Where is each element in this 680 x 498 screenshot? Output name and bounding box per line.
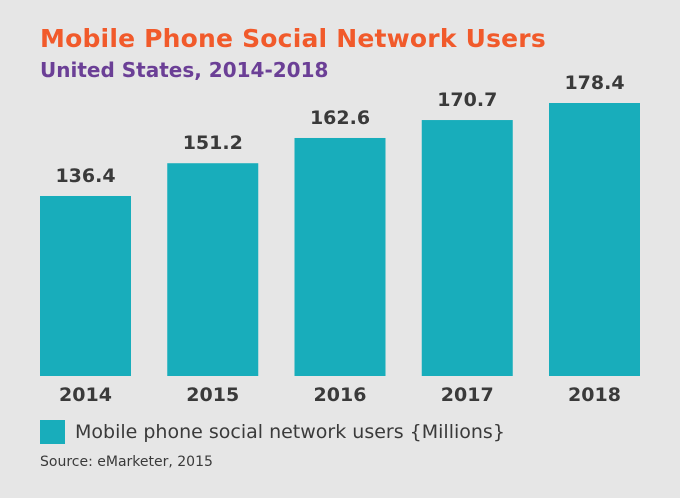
source-note: Source: eMarketer, 2015 xyxy=(40,454,213,470)
x-tick-label: 2015 xyxy=(186,384,239,406)
bar-2017 xyxy=(421,120,513,376)
x-tick-label: 2016 xyxy=(314,384,367,406)
x-tick-label: 2018 xyxy=(568,384,621,406)
legend-label: Mobile phone social network users {Milli… xyxy=(75,421,505,443)
x-tick-label: 2014 xyxy=(59,384,112,406)
data-label: 170.7 xyxy=(437,89,497,111)
data-label: 151.2 xyxy=(183,132,243,154)
data-label: 136.4 xyxy=(55,165,115,187)
bar-2014 xyxy=(40,195,131,376)
bar-2015 xyxy=(167,163,259,376)
chart-title: Mobile Phone Social Network Users xyxy=(40,24,546,53)
chart-subtitle: United States, 2014-2018 xyxy=(40,58,329,82)
x-tick-label: 2017 xyxy=(441,384,494,406)
bar-2018 xyxy=(549,103,640,376)
data-label: 178.4 xyxy=(564,72,624,94)
data-label: 162.6 xyxy=(310,107,370,129)
legend: Mobile phone social network users {Milli… xyxy=(40,420,505,444)
legend-swatch xyxy=(40,420,65,444)
bar-2016 xyxy=(294,137,386,376)
